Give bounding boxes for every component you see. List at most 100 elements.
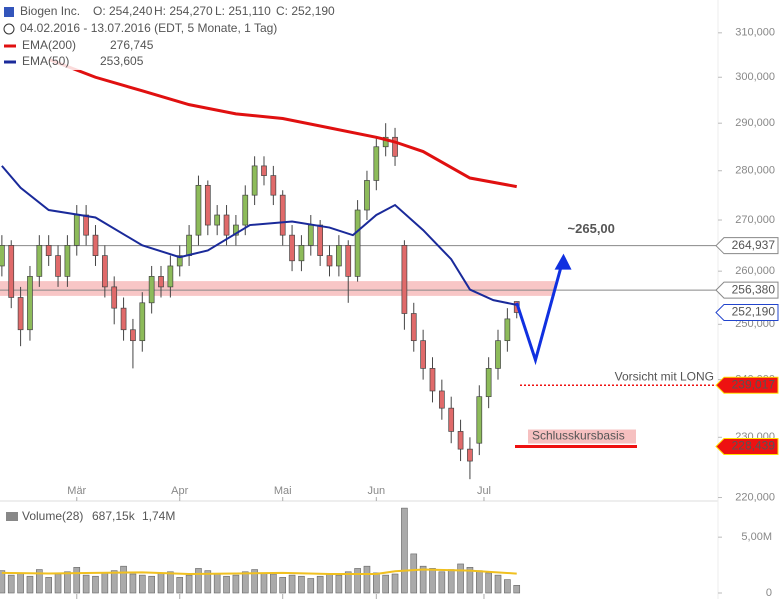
candle-body bbox=[17, 297, 24, 331]
volume-bar bbox=[344, 571, 352, 594]
level-label: 256,380 bbox=[732, 282, 776, 296]
candle-body bbox=[354, 209, 361, 277]
volume-bar bbox=[176, 577, 184, 594]
candle-body bbox=[317, 224, 324, 256]
candle-body bbox=[214, 214, 221, 226]
volume-bar bbox=[466, 567, 474, 594]
volume-bar bbox=[270, 573, 277, 594]
support-zone bbox=[0, 281, 555, 296]
candle-body bbox=[429, 368, 436, 392]
volume-bar bbox=[138, 574, 146, 594]
volume-bar bbox=[307, 578, 315, 594]
volume-bar bbox=[0, 570, 6, 594]
candle-body bbox=[410, 313, 417, 342]
candle-body bbox=[326, 255, 333, 267]
candle-body bbox=[176, 255, 183, 267]
level-tag bbox=[715, 281, 779, 299]
clock-icon bbox=[3, 23, 15, 35]
volume-bar bbox=[494, 574, 502, 594]
ohlc-label: O: 254,240 bbox=[93, 4, 153, 18]
volume-bar bbox=[326, 573, 333, 594]
candle-body bbox=[27, 276, 33, 331]
candle-body bbox=[373, 146, 380, 181]
candle-body bbox=[101, 255, 108, 288]
candle-body bbox=[139, 302, 146, 342]
candle-body bbox=[307, 224, 314, 246]
volume-bar bbox=[241, 571, 249, 594]
candle-body bbox=[438, 390, 445, 409]
volume-bar bbox=[36, 569, 43, 594]
volume-bar bbox=[485, 572, 492, 594]
projection-label: ~265,00 bbox=[568, 221, 615, 236]
candle-body bbox=[36, 245, 43, 277]
volume-bar bbox=[223, 575, 230, 594]
volume-bar bbox=[167, 571, 174, 594]
volume-bar bbox=[316, 575, 324, 594]
volume-bar bbox=[457, 563, 464, 594]
candle-body bbox=[392, 136, 398, 157]
candle-body bbox=[45, 245, 52, 256]
candle-body bbox=[55, 255, 61, 277]
volume-bar bbox=[110, 570, 118, 594]
legend-name: EMA(50) bbox=[22, 54, 69, 68]
candle-body bbox=[289, 234, 295, 262]
y-tick-label: 260,000 bbox=[735, 265, 775, 277]
level-tag bbox=[715, 438, 779, 456]
volume-bar bbox=[419, 565, 427, 594]
candle-body bbox=[167, 265, 174, 288]
ohlc-label: L: 251,110 bbox=[215, 4, 271, 18]
volume-bar bbox=[54, 573, 62, 594]
candle-body bbox=[270, 175, 277, 196]
volume-bar bbox=[391, 573, 399, 594]
volume-bar bbox=[410, 553, 418, 594]
candle-body bbox=[120, 307, 127, 331]
volume-bar bbox=[429, 568, 436, 594]
volume-bar bbox=[504, 579, 511, 594]
y-tick-label: 290,000 bbox=[735, 117, 775, 129]
candle-body bbox=[92, 234, 99, 256]
y-tick-label: 5,00M bbox=[741, 531, 772, 543]
volume-bar bbox=[92, 575, 99, 594]
volume-bar bbox=[64, 571, 71, 594]
volume-bar bbox=[82, 574, 90, 594]
candle-body bbox=[242, 194, 249, 226]
candle-body bbox=[130, 329, 136, 342]
x-tick-label: Apr bbox=[171, 485, 188, 497]
volume-bar bbox=[298, 575, 305, 594]
volume-bar bbox=[260, 572, 268, 594]
note: Vorsicht mit LONG bbox=[615, 369, 714, 383]
volume-bar bbox=[148, 575, 155, 594]
arrow-head bbox=[554, 253, 572, 270]
volume-bar bbox=[73, 567, 81, 594]
candle-body bbox=[382, 136, 389, 148]
volume-bar bbox=[101, 572, 109, 594]
y-tick-label: 280,000 bbox=[735, 165, 775, 177]
volume-bar bbox=[195, 568, 202, 594]
candle-body bbox=[73, 214, 80, 246]
volume-bar bbox=[232, 574, 240, 594]
projection-arrow bbox=[515, 257, 565, 366]
header-bg bbox=[0, 2, 360, 70]
level-tag bbox=[715, 303, 779, 321]
candle-body bbox=[345, 245, 352, 277]
volume-bar bbox=[251, 569, 258, 594]
instrument-name: Biogen Inc. bbox=[20, 4, 80, 18]
volume-bar bbox=[438, 571, 446, 594]
candle-body bbox=[279, 194, 286, 236]
x-tick-label: Mai bbox=[274, 485, 292, 497]
volume-bar bbox=[157, 572, 165, 594]
volume-bar bbox=[513, 585, 521, 594]
volume-bar bbox=[17, 572, 24, 594]
level-tag bbox=[715, 237, 779, 255]
candle-body bbox=[111, 286, 118, 309]
legend-value: 253,605 bbox=[100, 54, 144, 68]
volume-bar bbox=[185, 574, 193, 594]
y-tick-label: 220,000 bbox=[735, 491, 775, 503]
ema-line bbox=[1, 165, 517, 306]
y-tick-label: 250,000 bbox=[735, 318, 775, 330]
candle-body bbox=[336, 245, 342, 267]
y-tick-label: 0 bbox=[766, 587, 772, 599]
candle-body bbox=[0, 245, 5, 267]
legend-name: EMA(200) bbox=[22, 38, 76, 52]
